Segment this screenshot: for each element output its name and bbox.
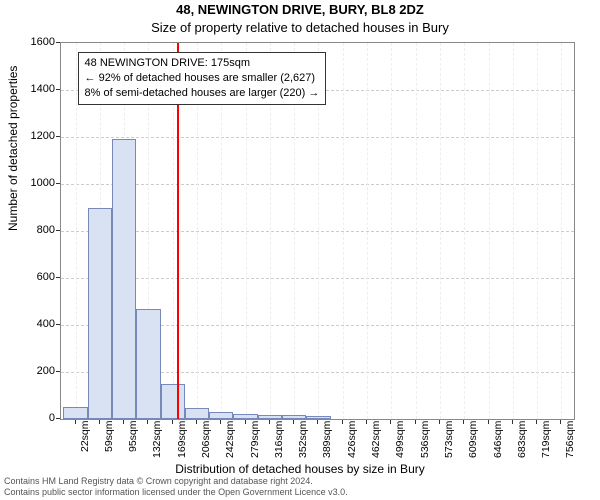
ytick-mark <box>56 371 60 372</box>
xtick-label: 536sqm <box>419 420 431 457</box>
xtick-mark <box>390 420 391 424</box>
xtick-label: 59sqm <box>103 420 115 452</box>
ytick-mark <box>56 418 60 419</box>
ytick-label: 1400 <box>15 83 55 95</box>
histogram-bar <box>185 408 209 419</box>
histogram-bar <box>112 139 136 419</box>
ytick-mark <box>56 42 60 43</box>
xtick-mark <box>488 420 489 424</box>
xtick-mark <box>415 420 416 424</box>
xtick-label: 316sqm <box>273 420 285 457</box>
ytick-mark <box>56 183 60 184</box>
chart-title: 48, NEWINGTON DRIVE, BURY, BL8 2DZ <box>0 2 600 17</box>
gridline-v <box>489 43 490 419</box>
ytick-label: 200 <box>15 365 55 377</box>
xtick-mark <box>123 420 124 424</box>
gridline-v <box>416 43 417 419</box>
ytick-label: 400 <box>15 318 55 330</box>
histogram-bar <box>161 384 185 419</box>
xtick-label: 352sqm <box>297 420 309 457</box>
xtick-label: 646sqm <box>492 420 504 457</box>
xtick-mark <box>536 420 537 424</box>
gridline-v <box>537 43 538 419</box>
gridline-v <box>464 43 465 419</box>
footer-line1: Contains HM Land Registry data © Crown c… <box>4 476 596 487</box>
annotation-line3: 8% of semi-detached houses are larger (2… <box>85 86 320 101</box>
footer: Contains HM Land Registry data © Crown c… <box>4 476 596 498</box>
histogram-bar <box>258 415 282 419</box>
xtick-label: 95sqm <box>127 420 139 452</box>
xtick-label: 22sqm <box>79 420 91 452</box>
xtick-mark <box>439 420 440 424</box>
annotation-line1: 48 NEWINGTON DRIVE: 175sqm <box>85 56 320 71</box>
ytick-label: 1000 <box>15 177 55 189</box>
xtick-mark <box>196 420 197 424</box>
histogram-bar <box>282 415 306 419</box>
ytick-label: 1200 <box>15 130 55 142</box>
xtick-label: 169sqm <box>176 420 188 457</box>
xtick-label: 279sqm <box>249 420 261 457</box>
gridline-v <box>391 43 392 419</box>
xtick-mark <box>317 420 318 424</box>
xtick-label: 389sqm <box>321 420 333 457</box>
histogram-bar <box>88 208 112 420</box>
annotation-line2: ← 92% of detached houses are smaller (2,… <box>85 71 320 86</box>
gridline-v <box>367 43 368 419</box>
chart-subtitle: Size of property relative to detached ho… <box>0 20 600 35</box>
xtick-label: 719sqm <box>540 420 552 457</box>
histogram-bar <box>209 412 233 419</box>
annotation-box: 48 NEWINGTON DRIVE: 175sqm ← 92% of deta… <box>78 52 327 105</box>
xtick-label: 756sqm <box>564 420 576 457</box>
ytick-label: 0 <box>15 412 55 424</box>
ytick-label: 600 <box>15 271 55 283</box>
footer-line2: Contains public sector information licen… <box>4 487 596 498</box>
xtick-label: 242sqm <box>224 420 236 457</box>
xtick-mark <box>293 420 294 424</box>
ytick-mark <box>56 324 60 325</box>
xtick-label: 206sqm <box>200 420 212 457</box>
xtick-label: 426sqm <box>346 420 358 457</box>
xtick-mark <box>269 420 270 424</box>
xtick-mark <box>172 420 173 424</box>
x-axis-label: Distribution of detached houses by size … <box>0 462 600 476</box>
ytick-label: 800 <box>15 224 55 236</box>
xtick-mark <box>463 420 464 424</box>
plot-area: 48 NEWINGTON DRIVE: 175sqm ← 92% of deta… <box>60 42 575 420</box>
xtick-label: 573sqm <box>443 420 455 457</box>
xtick-mark <box>366 420 367 424</box>
histogram-bar <box>233 414 257 419</box>
histogram-bar <box>136 309 160 419</box>
xtick-label: 499sqm <box>394 420 406 457</box>
gridline-v <box>343 43 344 419</box>
ytick-mark <box>56 136 60 137</box>
xtick-mark <box>147 420 148 424</box>
histogram-bar <box>306 416 330 419</box>
xtick-label: 132sqm <box>151 420 163 457</box>
gridline-v <box>561 43 562 419</box>
xtick-label: 609sqm <box>467 420 479 457</box>
xtick-mark <box>560 420 561 424</box>
histogram-bar <box>63 407 87 419</box>
xtick-mark <box>342 420 343 424</box>
gridline-v <box>513 43 514 419</box>
xtick-mark <box>99 420 100 424</box>
xtick-mark <box>75 420 76 424</box>
ytick-label: 1600 <box>15 36 55 48</box>
ytick-mark <box>56 277 60 278</box>
xtick-label: 683sqm <box>516 420 528 457</box>
gridline-v <box>76 43 77 419</box>
xtick-label: 462sqm <box>370 420 382 457</box>
ytick-mark <box>56 89 60 90</box>
xtick-mark <box>245 420 246 424</box>
gridline-v <box>440 43 441 419</box>
xtick-mark <box>220 420 221 424</box>
xtick-mark <box>512 420 513 424</box>
ytick-mark <box>56 230 60 231</box>
